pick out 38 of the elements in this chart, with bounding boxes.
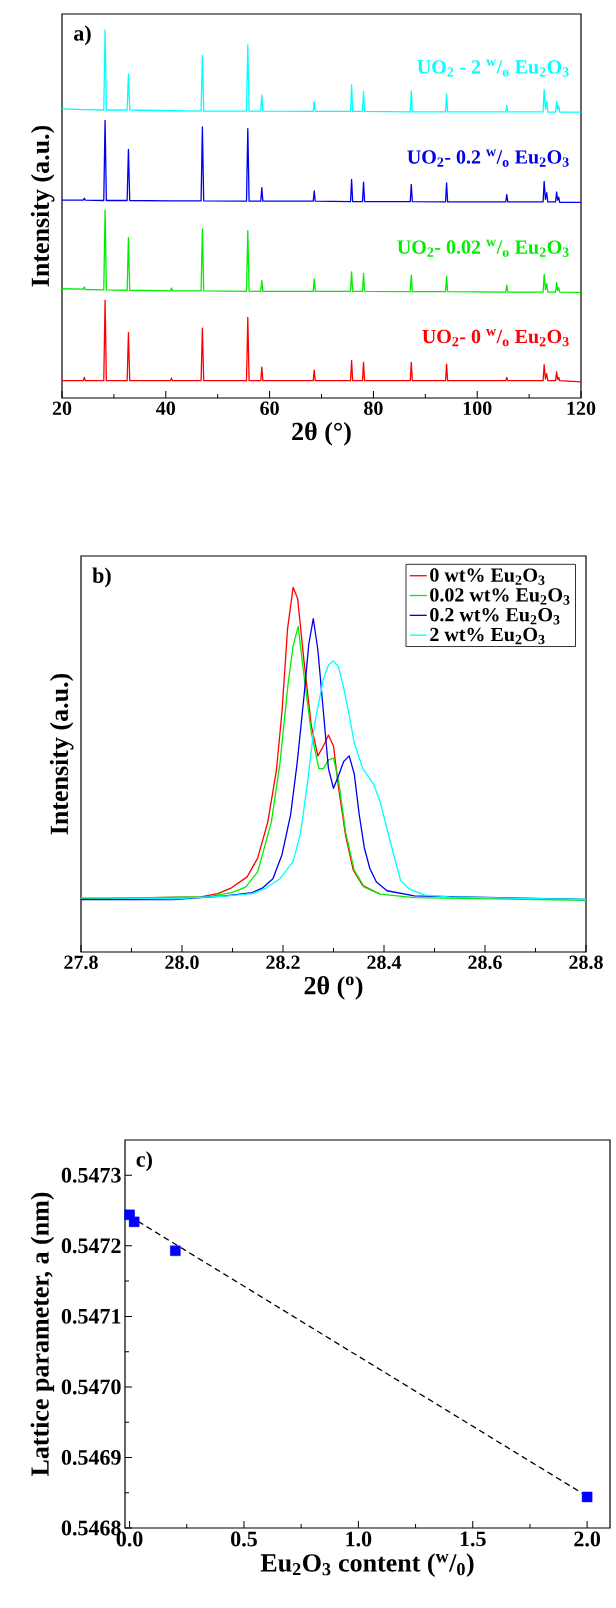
x-tick-label: 2.0: [574, 1531, 601, 1547]
x-tick-label: 28.0: [165, 955, 199, 970]
text: UO$_{2}$- 0.2 $^{w}$/$_{o}$ Eu$_{2}$O$_{3}$: [407, 149, 569, 167]
y-tick-label: 0.5469: [61, 1449, 121, 1465]
annotation: a): [74, 25, 91, 46]
x-tick-label: 27.8: [64, 955, 98, 970]
annotation: c): [136, 1151, 152, 1172]
x-tick-label: 28.8: [569, 955, 603, 970]
y-tick-label: 0.5472: [61, 1238, 121, 1254]
x-tick-label: 1.0: [346, 1531, 372, 1547]
x-axis-title: 2θ ($^{o}$): [304, 976, 363, 1000]
y-axis-title: Intensity (a.u.): [30, 125, 55, 287]
x-tick-label: 28.4: [367, 955, 402, 970]
y-axis-title: Intensity (a.u.): [49, 673, 74, 835]
text: Eu$_{2}$O$_{3}$ content ($^{w}$/$_{0}$): [260, 1553, 474, 1577]
y-tick-label: 0.5471: [61, 1308, 121, 1324]
x-tick-label: 100: [463, 401, 492, 416]
x-tick-label: 1.5: [460, 1531, 486, 1547]
text: UO$_{2}$- 0 $^{w}$/$_{o}$ Eu$_{2}$O$_{3}$: [422, 329, 569, 347]
x-tick-label: 120: [567, 401, 596, 416]
legend-label: 0 wt% Eu$_{2}$O$_{3}$: [430, 568, 545, 585]
x-tick-label: 28.6: [468, 955, 502, 970]
annotation: b): [92, 567, 111, 588]
x-axis-title: 2θ (°): [292, 421, 351, 446]
legend-label: 0.2 wt% Eu$_{2}$O$_{3}$: [430, 607, 560, 625]
legend-label: 2 wt% Eu$_{2}$O$_{3}$: [430, 627, 545, 645]
x-tick-label: 60: [260, 401, 279, 416]
x-tick-label: 40: [156, 401, 176, 416]
y-tick-label: 0.5470: [61, 1379, 121, 1395]
legend-label: 0.02 wt% Eu$_{2}$O$_{3}$: [430, 588, 570, 605]
text: UO$_{2}$ - 2 $^{w}$/$_{o}$ Eu$_{2}$O$_{3}$: [417, 59, 569, 77]
y-tick-label: 0.5473: [61, 1167, 121, 1183]
x-tick-label: 0.5: [231, 1531, 257, 1547]
x-tick-label: 20: [52, 401, 72, 416]
x-tick-label: 80: [364, 401, 383, 416]
y-axis-title: Lattice parameter, a (nm): [30, 1192, 55, 1477]
x-tick-label: 28.2: [266, 955, 300, 970]
text: UO$_{2}$- 0.02 $^{w}$/$_{o}$ Eu$_{2}$O$_{3}$: [397, 239, 569, 257]
